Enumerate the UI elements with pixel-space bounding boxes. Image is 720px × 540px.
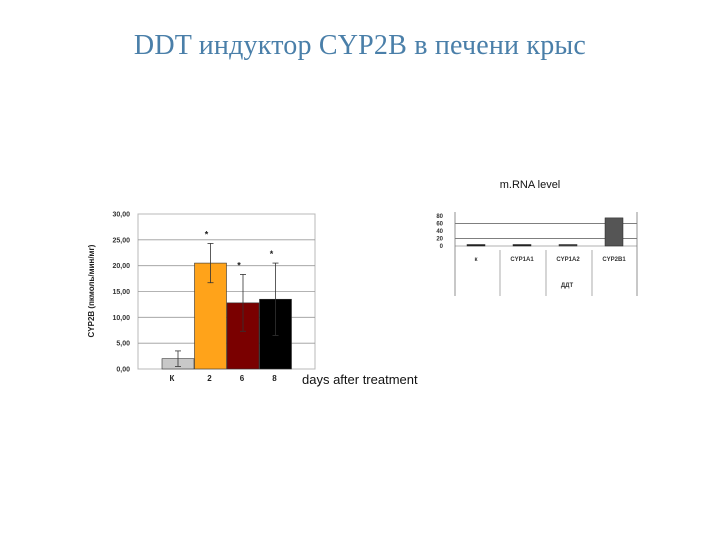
category-label: 6: [240, 374, 245, 383]
bar: [604, 217, 624, 247]
y-tick-label: 5,00: [116, 341, 130, 348]
y-tick-label: 20: [436, 237, 443, 243]
x-axis-label: ДДТ: [561, 283, 574, 289]
y-axis-label: CYP2B (пкмоль/мин/мг): [87, 244, 96, 337]
category-label: К: [170, 374, 175, 383]
error-bar: [240, 274, 246, 332]
category-label: CYP2B1: [602, 257, 626, 263]
bar: [512, 244, 532, 247]
y-tick-label: 40: [436, 229, 443, 235]
y-tick-label: 20,00: [112, 263, 130, 270]
y-axis-ticks: 0,00 5,00 10,00 15,00 20,00 25,00 30,00: [112, 212, 130, 374]
category-label: 8: [272, 374, 277, 383]
significance-marks: * * *: [205, 229, 274, 270]
category-label: CYP1A1: [510, 257, 534, 263]
bar: [466, 244, 486, 247]
chart-title: m.RNA level: [500, 179, 561, 191]
slide-title: DDT индуктор CYP2B в печени крыс: [133, 30, 587, 61]
significance-star: *: [237, 260, 241, 270]
significance-star: *: [270, 249, 274, 259]
category-labels: к CYP1A1 CYP1A2 CYP2B1: [474, 257, 626, 263]
y-tick-label: 30,00: [112, 212, 130, 219]
error-bar: [207, 243, 214, 284]
bar: [558, 244, 578, 247]
y-tick-label: 80: [436, 214, 443, 220]
y-tick-label: 0,00: [116, 367, 130, 374]
category-label: 2: [207, 374, 212, 383]
error-bar: [272, 262, 279, 336]
y-tick-label: 15,00: [112, 289, 130, 296]
y-tick-label: 10,00: [112, 315, 130, 322]
category-label: CYP1A2: [556, 257, 580, 263]
x-axis-label: days after treatment: [302, 372, 418, 387]
bars: [466, 217, 624, 247]
significance-star: *: [205, 229, 209, 239]
error-bar: [175, 350, 181, 367]
y-tick-label: 0: [440, 244, 444, 250]
y-tick-label: 60: [436, 222, 443, 228]
category-labels: К 2 6 8: [170, 374, 278, 383]
y-tick-label: 25,00: [112, 237, 130, 244]
category-label: к: [474, 257, 477, 263]
error-bars: [175, 243, 279, 367]
